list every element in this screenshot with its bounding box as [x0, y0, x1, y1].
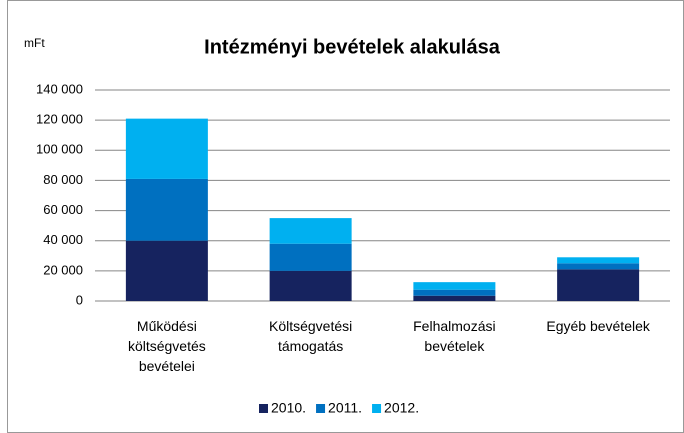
- bar-segment: [125, 178, 208, 241]
- legend-swatch: [372, 404, 382, 413]
- legend-label: 2011.: [328, 400, 362, 416]
- y-tick-label: 100 000: [36, 142, 83, 157]
- bar-segment: [557, 257, 640, 264]
- y-tick-label: 140 000: [36, 81, 83, 96]
- bar-segment: [557, 269, 640, 301]
- y-axis-unit: mFt: [24, 36, 45, 50]
- y-tick-label: 20 000: [43, 262, 83, 277]
- y-tick-label: 40 000: [43, 232, 83, 247]
- bar-segment: [269, 243, 352, 271]
- chart-title: Intézményi bevételek alakulása: [204, 36, 501, 58]
- bar-segment: [413, 282, 496, 290]
- bar-segment: [413, 295, 496, 301]
- bar-segment: [125, 118, 208, 179]
- y-tick-label: 120 000: [36, 112, 83, 127]
- bar-segment: [125, 240, 208, 301]
- x-tick-label: Működési költségvetés bevételei: [127, 318, 206, 374]
- legend-swatch: [259, 404, 268, 413]
- x-tick-label: Költségvetési támogatás: [268, 318, 353, 354]
- bar-segment: [269, 270, 352, 301]
- bar-segment: [557, 263, 640, 270]
- y-tick-label: 0: [76, 292, 83, 307]
- legend-swatch: [316, 404, 326, 413]
- y-tick-label: 80 000: [43, 172, 83, 187]
- legend-label: 2012.: [384, 400, 419, 416]
- x-tick-label: Felhalmozási bevételek: [413, 318, 496, 354]
- x-tick-label: Egyéb bevételek: [546, 318, 650, 334]
- bar-segment: [413, 289, 496, 296]
- legend-label: 2010.: [271, 400, 306, 416]
- bar-segment: [269, 218, 352, 244]
- y-tick-label: 60 000: [43, 202, 83, 217]
